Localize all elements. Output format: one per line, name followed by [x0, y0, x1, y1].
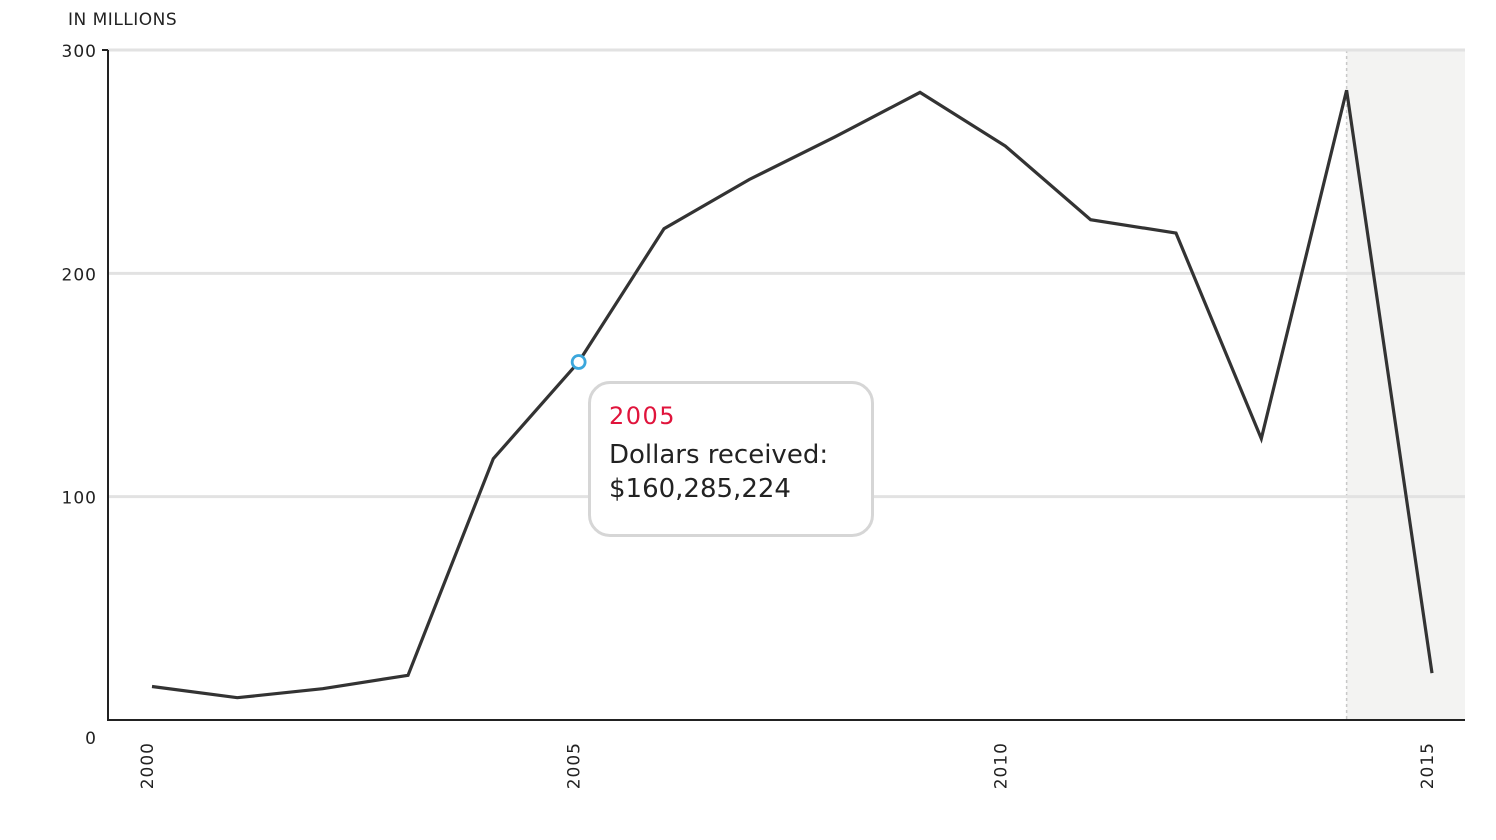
tooltip-label: Dollars received: [609, 440, 829, 470]
x-tick-label-2010: 2010 [991, 742, 1011, 789]
tooltip-value: $160,285,224 [609, 474, 791, 504]
tooltip-year: 2005 [609, 402, 677, 430]
highlight-region [1346, 50, 1465, 720]
highlight-marker [570, 354, 587, 370]
series-line [151, 89, 1434, 700]
x-tick-label-2005: 2005 [565, 742, 585, 789]
x-tick-label-2015: 2015 [1418, 742, 1438, 789]
y-tick-label-200: 200 [62, 265, 97, 285]
y-tick-label-100: 100 [62, 489, 97, 509]
x-tick-label-2000: 2000 [138, 742, 158, 789]
unit-label: IN MILLIONS [68, 10, 178, 30]
y-tick-label-300: 300 [62, 42, 97, 62]
tooltip: 2005 Dollars received: $160,285,224 [588, 381, 874, 537]
y-tick-label-0: 0 [85, 729, 97, 749]
